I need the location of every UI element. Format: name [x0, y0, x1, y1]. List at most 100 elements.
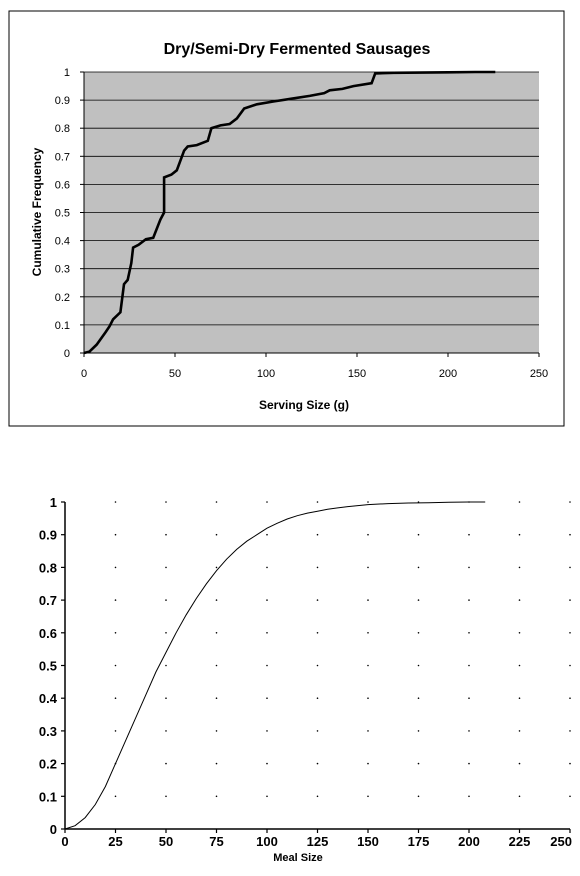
chart2-y-tick-label: 0.8 — [39, 560, 57, 575]
chart2-grid-dot — [367, 697, 369, 699]
chart1-y-tick-label: 0.2 — [55, 292, 70, 304]
chart2-grid-dot — [367, 795, 369, 798]
chart2-grid-dot — [266, 795, 268, 798]
chart2-grid-dot — [215, 795, 218, 798]
chart2-grid-dot — [114, 566, 117, 569]
chart2-grid-dot — [518, 762, 521, 765]
chart2-grid-dot — [316, 664, 319, 667]
chart2-dot-grid — [114, 501, 571, 798]
chart2-grid-dot — [518, 599, 521, 601]
chart2-grid-dot — [114, 795, 117, 798]
chart1-x-axis-label: Serving Size (g) — [259, 398, 349, 412]
chart2-grid-dot — [417, 566, 420, 569]
chart2-grid-dot — [468, 697, 470, 699]
chart2-grid-dot — [569, 730, 571, 732]
chart2-grid-dot — [266, 533, 268, 536]
chart2-grid-dot — [114, 533, 117, 536]
chart2-grid-dot — [316, 730, 319, 732]
chart2-grid-dot — [569, 501, 571, 503]
chart2-grid-dot — [367, 632, 369, 634]
chart2-grid-dot — [518, 501, 521, 503]
chart1-y-tick-label: 0 — [64, 348, 70, 360]
chart1-y-tick-label: 0.1 — [55, 320, 70, 332]
chart2-y-tick-labels: 0 0.1 0.2 0.3 0.4 0.5 0.6 0.7 0.8 0.9 1 — [39, 495, 65, 837]
chart2-x-tick-label: 150 — [357, 834, 379, 849]
chart2-series-line — [64, 501, 486, 830]
chart2-grid-dot — [114, 599, 117, 601]
chart2-grid-dot — [165, 632, 167, 634]
chart2-y-tick-label: 0.7 — [39, 593, 57, 608]
chart1-title: Dry/Semi-Dry Fermented Sausages — [164, 41, 431, 58]
chart2-grid-dot — [114, 632, 117, 634]
chart2-grid-dot — [266, 501, 268, 503]
chart2-grid-dot — [569, 762, 571, 765]
chart2-grid-dot — [468, 664, 470, 667]
chart2-grid-dot — [165, 697, 167, 699]
chart2-grid-dot — [367, 730, 369, 732]
chart2-grid-dot — [316, 566, 319, 569]
chart2-y-tick-label: 0.6 — [39, 626, 57, 641]
chart2-grid-dot — [518, 566, 521, 569]
chart2-grid-dot — [266, 762, 268, 765]
chart2-grid-dot — [316, 599, 319, 601]
chart1-y-tick-label: 1 — [64, 67, 70, 79]
chart1-gridlines — [84, 71, 539, 326]
chart2-grid-dot — [165, 501, 167, 503]
chart2-grid-dot — [468, 795, 470, 798]
chart2-y-tick-label: 0.1 — [39, 789, 57, 804]
chart2-grid-dot — [165, 664, 167, 667]
chart2-grid-dot — [518, 533, 521, 536]
chart2-x-tick-label: 175 — [408, 834, 430, 849]
chart1-y-tick-labels: 0 0.1 0.2 0.3 0.4 0.5 0.6 0.7 0.8 0.9 1 — [55, 67, 84, 360]
chart2-grid-dot — [417, 533, 420, 536]
chart1-y-tick-label: 0.6 — [55, 179, 70, 191]
chart2-grid-dot — [367, 566, 369, 569]
chart2-y-tick-label: 1 — [50, 495, 57, 510]
chart2-grid-dot — [417, 632, 420, 634]
chart2-grid-dot — [316, 697, 319, 699]
chart1-y-tick-label: 0.5 — [55, 208, 70, 220]
chart2-y-tick-label: 0 — [50, 822, 57, 837]
chart2-x-tick-label: 225 — [509, 834, 531, 849]
chart2-grid-dot — [468, 730, 470, 732]
chart2-x-axis-label: Meal Size — [273, 852, 323, 864]
chart2-grid-dot — [468, 533, 470, 536]
chart2-y-tick-label: 0.9 — [39, 528, 57, 543]
chart2-grid-dot — [417, 762, 420, 765]
chart2-grid-dot — [367, 533, 369, 536]
chart2-y-tick-label: 0.5 — [39, 659, 57, 674]
chart2-grid-dot — [165, 795, 167, 798]
chart2-grid-dot — [215, 697, 218, 699]
chart1-x-tick-label: 150 — [348, 368, 366, 380]
chart2-grid-dot — [165, 566, 167, 569]
chart2-grid-dot — [367, 762, 369, 765]
chart2-x-tick-label: 100 — [256, 834, 278, 849]
chart2-grid-dot — [518, 697, 521, 699]
chart2-grid-dot — [266, 730, 268, 732]
chart2-x-tick-label: 25 — [108, 834, 122, 849]
chart1-y-tick-label: 0.8 — [55, 123, 70, 135]
chart2-grid-dot — [569, 697, 571, 699]
chart1-series-line — [83, 70, 496, 355]
chart1-y-tick-label: 0.7 — [55, 151, 70, 163]
chart2-grid-dot — [417, 795, 420, 798]
chart2-grid-dot — [266, 599, 268, 601]
chart1-y-tick-label: 0.9 — [55, 95, 70, 107]
chart2-grid-dot — [114, 664, 117, 667]
chart2-grid-dot — [569, 795, 571, 798]
chart2-grid-dot — [114, 730, 117, 732]
chart2-grid-dot — [215, 664, 218, 667]
chart2-grid-dot — [518, 664, 521, 667]
chart2-grid-dot — [316, 795, 319, 798]
chart1-x-tick-label: 200 — [439, 368, 457, 380]
chart2-grid-dot — [417, 664, 420, 667]
chart1-y-tick-label: 0.4 — [55, 236, 70, 248]
chart2-grid-dot — [165, 730, 167, 732]
chart2-x-tick-label: 125 — [307, 834, 329, 849]
chart2-grid-dot — [316, 533, 319, 536]
chart2-grid-dot — [417, 599, 420, 601]
chart2-x-tick-label: 250 — [550, 834, 572, 849]
chart1-y-tick-label: 0.3 — [55, 264, 70, 276]
chart2-x-tick-labels: 0 25 50 75 100 125 150 175 200 225 250 — [61, 829, 572, 849]
